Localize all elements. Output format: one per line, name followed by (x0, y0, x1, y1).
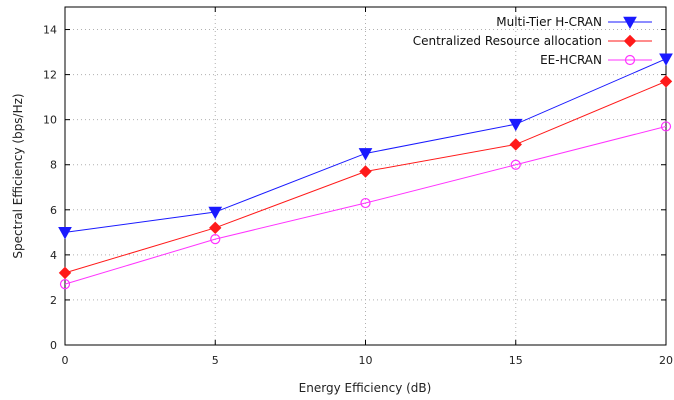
data-point (58, 266, 72, 280)
legend-marker (623, 16, 637, 30)
series-line (64, 58, 667, 233)
data-point (660, 121, 672, 132)
legend-marker (624, 54, 636, 66)
data-point (509, 138, 522, 151)
legend: Multi-Tier H-CRAN Centralized Resource al… (413, 15, 652, 67)
legend-label: EE-HCRAN (540, 53, 602, 67)
x-tick-label: 10 (359, 354, 373, 367)
data-point (58, 227, 72, 240)
y-tick-label: 2 (50, 294, 57, 307)
y-tick-label: 10 (43, 114, 57, 127)
legend-label: Multi-Tier H-CRAN (496, 15, 602, 29)
legend-label: Centralized Resource allocation (413, 34, 602, 48)
y-tick-label: 14 (43, 24, 57, 37)
y-tick-label: 6 (50, 204, 57, 217)
x-tick-label: 15 (509, 354, 523, 367)
data-point (208, 206, 223, 220)
data-point (359, 165, 372, 178)
x-tick-label: 20 (659, 354, 673, 367)
y-tick-label: 12 (43, 69, 57, 82)
y-axis-label: Spectral Efficiency (bps/Hz) (11, 93, 25, 258)
data-point (358, 148, 373, 161)
data-point (210, 233, 221, 245)
series-line (64, 125, 667, 285)
grid (65, 7, 666, 345)
legend-marker (623, 34, 637, 48)
x-axis-label: Energy Efficiency (dB) (299, 381, 432, 395)
data-point (360, 197, 371, 209)
x-tick-label: 0 (62, 354, 69, 367)
data-point (659, 75, 673, 88)
data-point (510, 159, 521, 170)
y-tick-label: 8 (50, 159, 57, 172)
y-tick-label: 4 (50, 249, 57, 262)
series-group (58, 53, 673, 290)
axis-ticks: 0 2 4 6 8 10 12 14 0 5 10 15 20 (43, 7, 673, 367)
data-point (59, 279, 71, 290)
data-point (209, 221, 222, 235)
data-point (659, 53, 673, 66)
data-point (508, 118, 523, 132)
x-tick-label: 5 (212, 354, 219, 367)
y-tick-label: 0 (50, 339, 57, 352)
